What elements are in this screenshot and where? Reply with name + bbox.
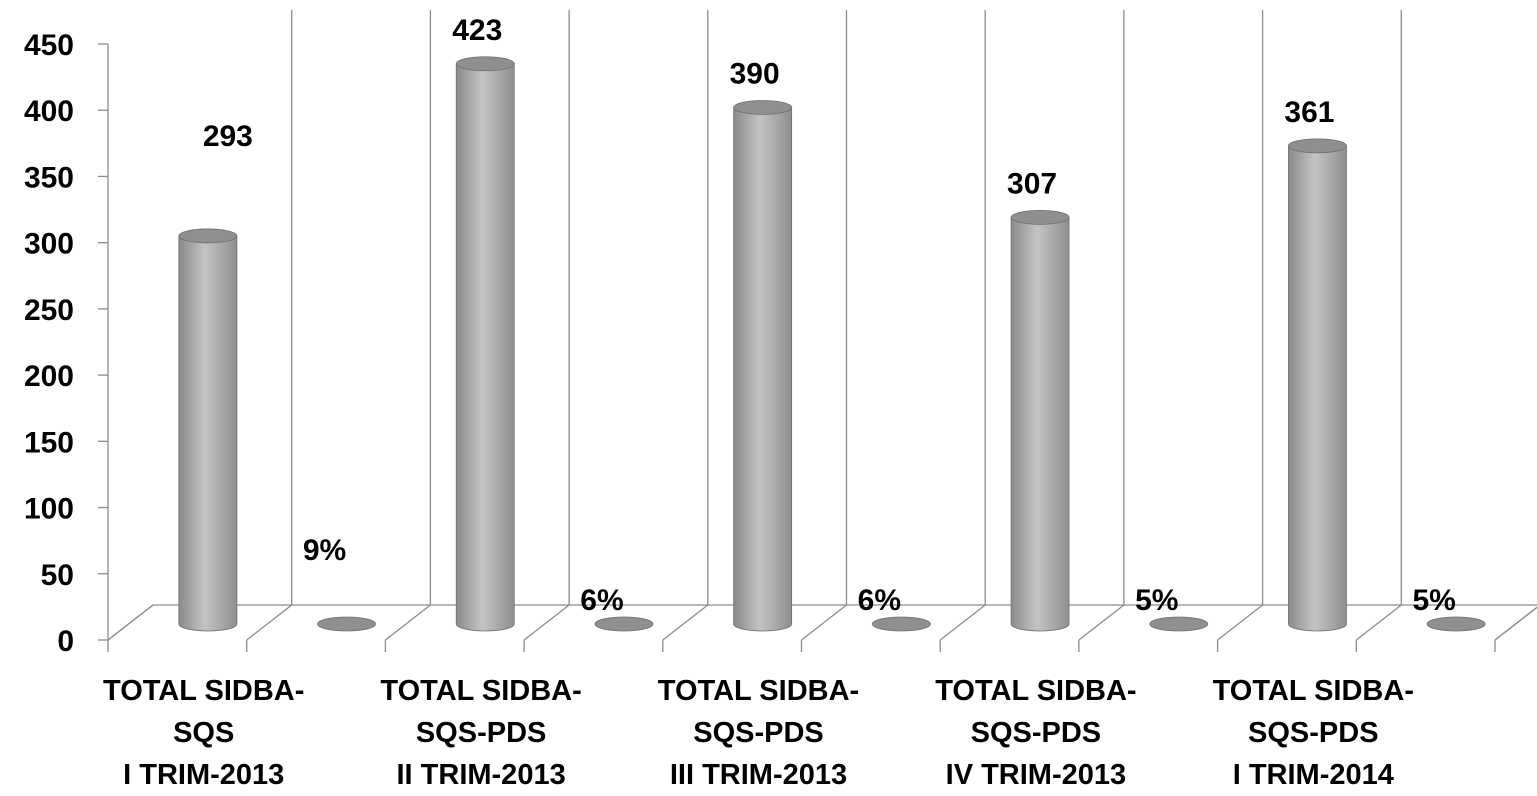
floor-divider: [1355, 604, 1402, 641]
cylinder-body: [178, 235, 238, 632]
cylinder-top: [178, 228, 238, 244]
x-category-label: III TRIM-2013: [670, 759, 847, 791]
data-label-value: 390: [730, 57, 780, 90]
cylinder-top: [1010, 209, 1070, 225]
x-category-label: TOTAL SIDBA-: [658, 675, 859, 707]
data-label-value: 307: [1007, 167, 1057, 200]
x-category-label: IV TRIM-2013: [946, 759, 1127, 791]
percent-disk: [871, 616, 931, 632]
x-category-label: SQS-PDS: [971, 717, 1102, 749]
y-tick-label: 300: [24, 228, 74, 261]
cylinder-top: [871, 616, 931, 632]
floor-divider: [523, 604, 570, 641]
floor-divider: [385, 604, 431, 641]
data-label-value: 423: [452, 14, 502, 47]
floor-divider: [662, 604, 709, 641]
bar-cylinder: [1288, 138, 1347, 632]
x-category-label: I TRIM-2013: [123, 759, 284, 791]
floor-divider: [939, 604, 986, 641]
percent-disk: [317, 616, 376, 632]
y-tick-label: 200: [24, 360, 74, 393]
floor-divider: [1494, 606, 1537, 641]
cylinder-top: [455, 56, 515, 72]
cylinder-top: [317, 616, 376, 632]
floor-divider: [246, 604, 293, 641]
y-tick-label: 150: [24, 426, 74, 459]
x-category-label: TOTAL SIDBA-: [935, 675, 1136, 707]
percent-disk: [594, 616, 654, 632]
bar-cylinder: [1010, 209, 1070, 632]
cylinder-body: [1010, 216, 1070, 632]
y-tick-label: 400: [24, 95, 74, 128]
floor-divider: [1217, 604, 1263, 641]
floor-divider: [1078, 604, 1125, 641]
bar-cylinder: [455, 56, 515, 632]
floor-divider: [801, 604, 847, 641]
x-category-label: TOTAL SIDBA-: [103, 675, 304, 707]
data-label-value: 361: [1284, 96, 1334, 129]
data-label-percent: 5%: [1412, 584, 1455, 617]
y-tick-label: 50: [41, 559, 74, 592]
cylinder-body: [733, 107, 793, 632]
cylinder-top: [1149, 616, 1209, 632]
cylinder-body: [455, 63, 515, 632]
y-tick-label: 100: [24, 493, 74, 526]
x-category-label: TOTAL SIDBA-: [1213, 675, 1414, 707]
x-category-label: I TRIM-2014: [1233, 759, 1394, 791]
cylinder-body: [1288, 145, 1347, 632]
y-tick-label: 450: [24, 29, 74, 62]
data-label-value: 293: [203, 120, 253, 153]
cylinder-top: [1288, 138, 1347, 154]
x-category-label: SQS-PDS: [693, 717, 824, 749]
cylinder-top: [594, 616, 654, 632]
cylinder-top: [1426, 616, 1486, 632]
x-category-label: SQS-PDS: [416, 717, 547, 749]
data-label-percent: 6%: [580, 584, 623, 617]
x-category-label: II TRIM-2013: [396, 759, 565, 791]
floor-divider: [107, 604, 154, 641]
x-category-label: SQS: [173, 717, 234, 749]
bar-cylinder: [178, 228, 238, 632]
x-category-label: SQS-PDS: [1248, 717, 1379, 749]
x-category-label: TOTAL SIDBA-: [380, 675, 581, 707]
data-label-percent: 5%: [1135, 584, 1178, 617]
data-label-percent: 9%: [303, 534, 346, 567]
percent-disk: [1426, 616, 1486, 632]
y-tick-label: 350: [24, 161, 74, 194]
y-tick-label: 250: [24, 294, 74, 327]
y-tick-label: 0: [57, 625, 74, 658]
cylinder-top: [733, 100, 793, 115]
bar-cylinder: [733, 100, 793, 632]
percent-disk: [1149, 616, 1209, 632]
data-label-percent: 6%: [858, 584, 901, 617]
